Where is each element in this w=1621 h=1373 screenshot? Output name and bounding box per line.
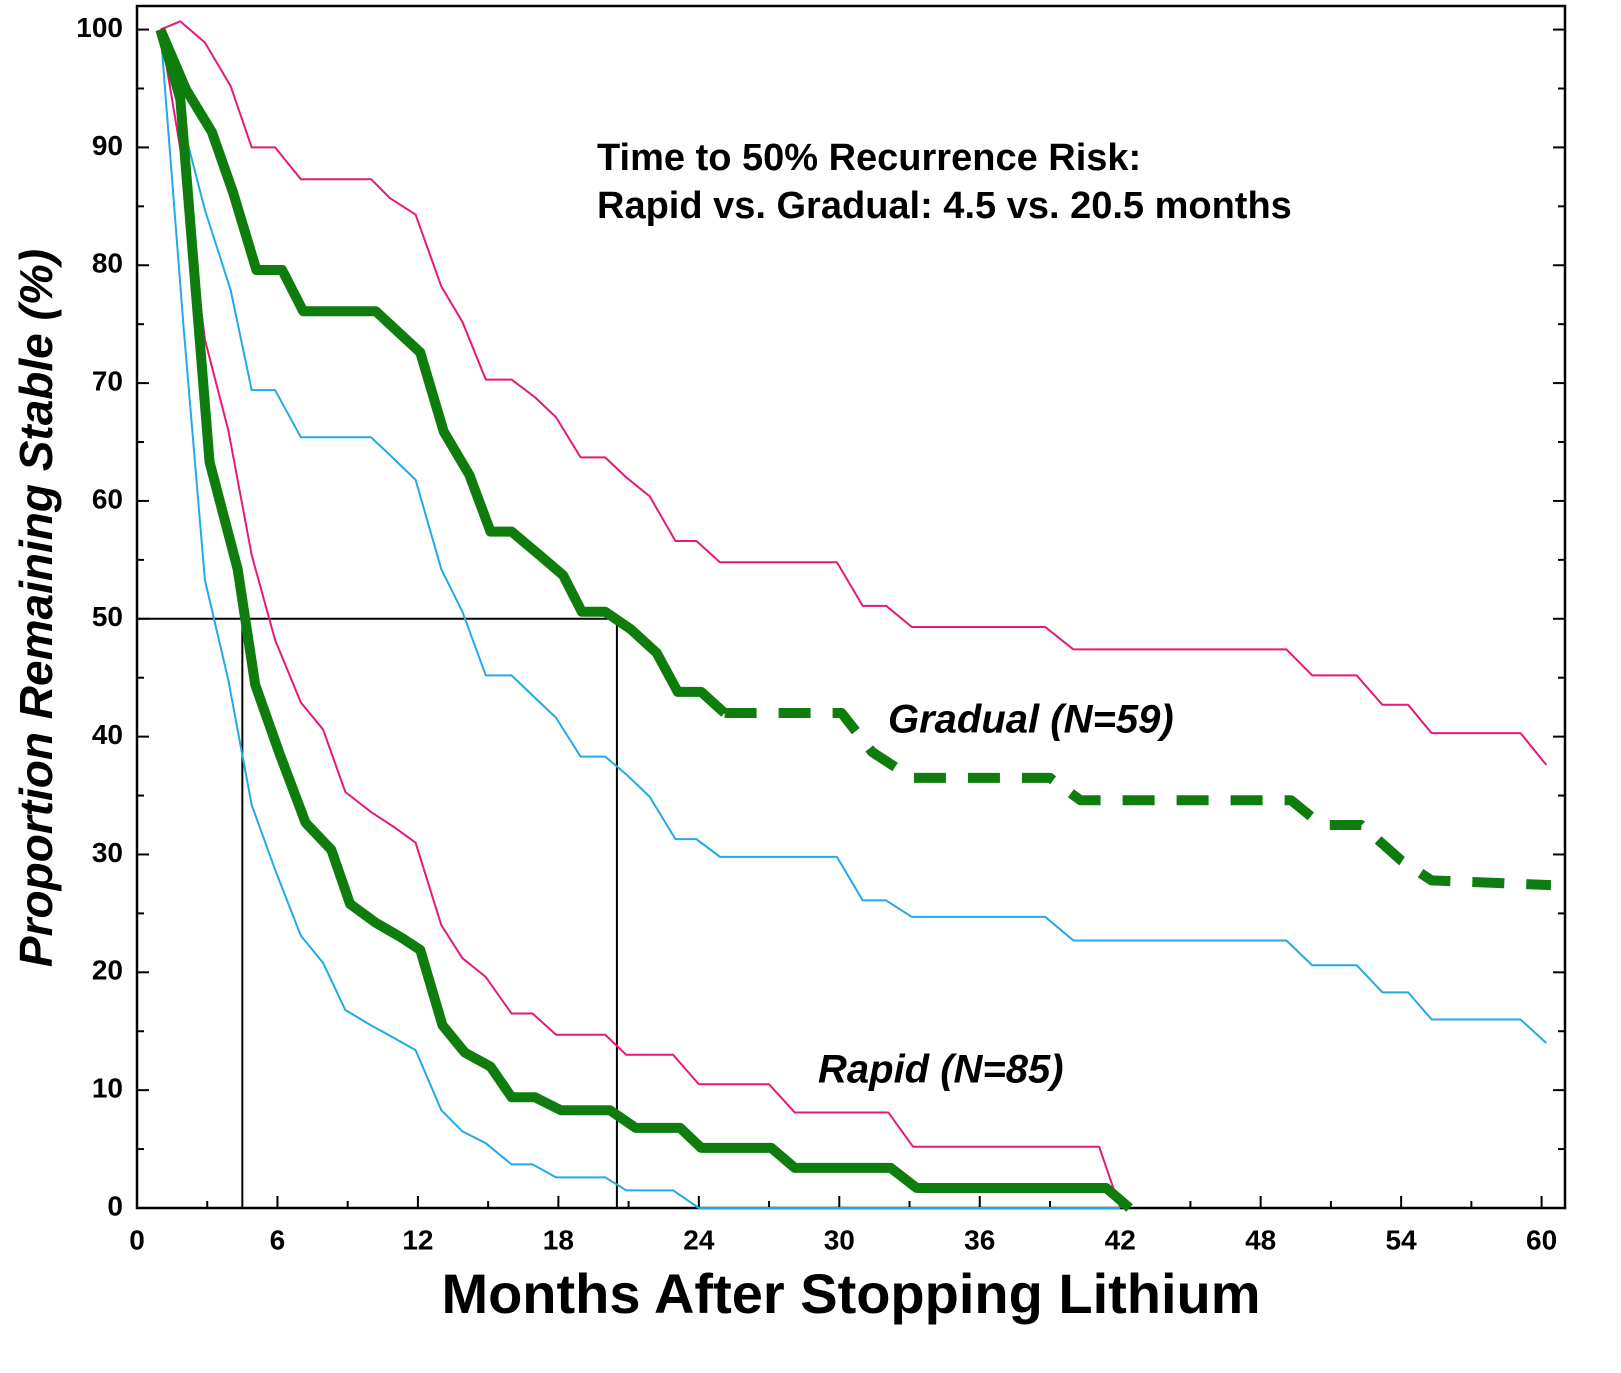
- series-line: [159, 29, 1121, 1209]
- y-tick-label: 70: [92, 365, 123, 396]
- y-axis-label: Proportion Remaining Stable (%): [10, 249, 62, 967]
- x-tick-label: 0: [129, 1224, 145, 1255]
- series-line: [160, 20, 1548, 766]
- y-tick-label: 90: [92, 130, 123, 161]
- y-tick-label: 0: [107, 1190, 123, 1221]
- series-line: [159, 29, 1122, 1209]
- x-tick-label: 48: [1245, 1224, 1276, 1255]
- y-tick-label: 100: [76, 12, 123, 43]
- series-label: Gradual (N=59): [888, 698, 1174, 742]
- x-tick-label: 36: [964, 1224, 995, 1255]
- x-tick-label: 60: [1526, 1224, 1557, 1255]
- y-tick-label: 80: [92, 248, 123, 279]
- x-tick-label: 12: [402, 1224, 433, 1255]
- annotation: Time to 50% Recurrence Risk:: [597, 137, 1141, 179]
- x-tick-label: 54: [1386, 1224, 1418, 1255]
- x-axis-label: Months After Stopping Lithium: [441, 1262, 1260, 1325]
- series-line: [155, 28, 1133, 1212]
- series-line: [159, 29, 1547, 1044]
- x-tick-label: 30: [824, 1224, 855, 1255]
- y-tick-label: 10: [92, 1073, 123, 1104]
- series-line: [155, 27, 728, 717]
- y-tick-label: 40: [92, 719, 123, 750]
- y-tick-label: 30: [92, 837, 123, 868]
- series-label: Rapid (N=85): [818, 1048, 1064, 1092]
- x-tick-label: 42: [1105, 1224, 1136, 1255]
- x-tick-label: 6: [270, 1224, 286, 1255]
- x-tick-label: 24: [683, 1224, 715, 1255]
- y-tick-label: 20: [92, 955, 123, 986]
- y-tick-label: 60: [92, 483, 123, 514]
- y-tick-label: 50: [92, 601, 123, 632]
- x-tick-label: 18: [543, 1224, 574, 1255]
- series-line: [724, 708, 1552, 891]
- annotation: Rapid vs. Gradual: 4.5 vs. 20.5 months: [597, 185, 1292, 227]
